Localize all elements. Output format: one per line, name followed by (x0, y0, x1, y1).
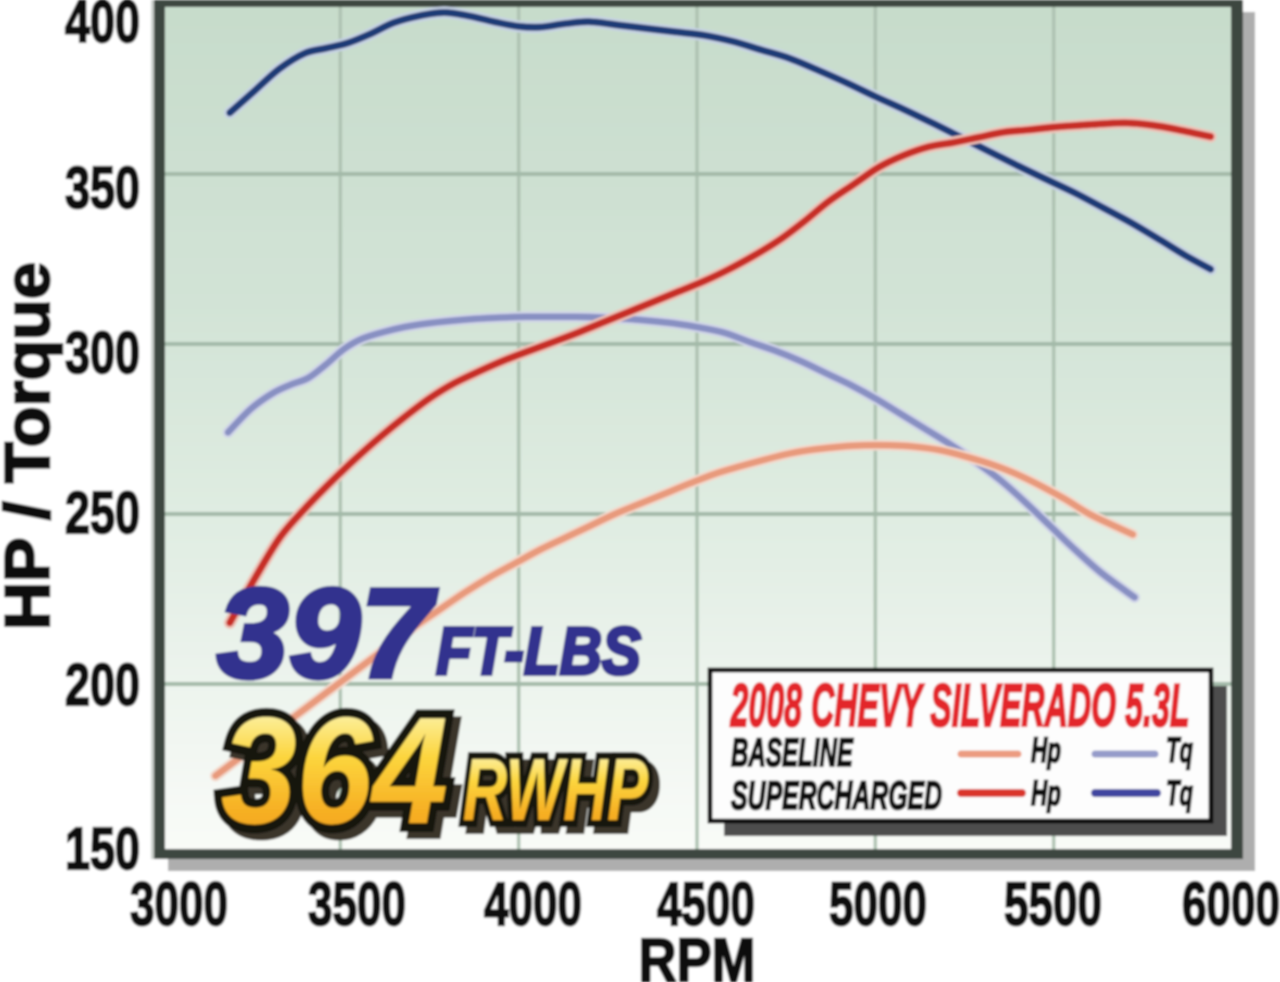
svg-text:Tq: Tq (1166, 731, 1193, 770)
svg-text:364: 364 (221, 686, 448, 856)
svg-text:5500: 5500 (1004, 870, 1102, 938)
svg-text:350: 350 (65, 155, 140, 221)
svg-text:3000: 3000 (130, 870, 228, 938)
svg-text:364: 364 (228, 693, 455, 863)
svg-text:4500: 4500 (657, 870, 755, 938)
svg-text:250: 250 (65, 480, 140, 546)
svg-text:SUPERCHARGED: SUPERCHARGED (731, 774, 942, 818)
svg-text:300: 300 (65, 320, 140, 386)
svg-text:5000: 5000 (829, 870, 927, 938)
svg-text:Hp: Hp (1031, 731, 1061, 770)
svg-text:150: 150 (65, 816, 140, 882)
svg-text:RWHP: RWHP (470, 747, 655, 846)
svg-text:BASELINE: BASELINE (731, 731, 854, 775)
svg-text:HP / Torque: HP / Torque (0, 262, 63, 630)
svg-text:RPM: RPM (639, 926, 756, 982)
svg-text:6000: 6000 (1182, 870, 1280, 938)
svg-text:Tq: Tq (1166, 774, 1193, 813)
svg-text:2008 CHEVY SILVERADO 5.3L: 2008 CHEVY SILVERADO 5.3L (730, 672, 1190, 739)
svg-text:Hp: Hp (1031, 774, 1061, 813)
svg-text:400: 400 (65, 0, 140, 55)
svg-text:200: 200 (65, 652, 140, 718)
svg-text:FT-LBS: FT-LBS (436, 614, 641, 689)
svg-text:4000: 4000 (484, 870, 582, 938)
svg-text:397: 397 (217, 562, 437, 704)
svg-text:3500: 3500 (308, 870, 406, 938)
svg-text:RWHP: RWHP (463, 740, 648, 839)
